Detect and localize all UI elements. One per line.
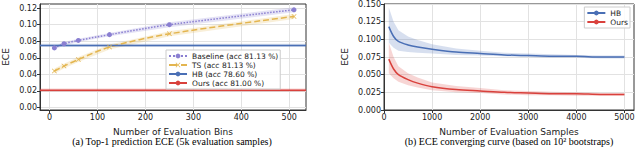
svg-text:1000: 1000 [422,113,442,122]
svg-text:0.08: 0.08 [19,37,37,46]
svg-text:ECE: ECE [1,48,11,66]
svg-text:(b) ECE converging curve (base: (b) ECE converging curve (based on 10² b… [405,136,614,148]
svg-text:Baseline (acc 81.13 %): Baseline (acc 81.13 %) [192,52,278,61]
svg-text:ECE: ECE [340,48,350,66]
svg-text:0.02: 0.02 [19,86,37,95]
svg-text:0: 0 [47,113,52,122]
svg-text:0.10: 0.10 [19,20,37,29]
svg-text:300: 300 [186,113,201,122]
svg-text:Ours (acc 81.00 %): Ours (acc 81.00 %) [192,79,264,88]
svg-text:0.06: 0.06 [19,53,37,62]
svg-text:(a) Top-1 prediction ECE (5k e: (a) Top-1 prediction ECE (5k evaluation … [72,136,272,148]
svg-text:0.075: 0.075 [358,53,381,62]
svg-text:500: 500 [282,113,297,122]
svg-text:TS (acc 81.13 %): TS (acc 81.13 %) [191,61,256,70]
svg-text:Number of Evaluation Bins: Number of Evaluation Bins [113,127,233,137]
svg-text:0.000: 0.000 [358,106,381,115]
svg-text:4000: 4000 [566,113,586,122]
svg-text:0.150: 0.150 [358,0,381,9]
svg-text:0.100: 0.100 [358,35,381,44]
svg-text:5000: 5000 [614,113,634,122]
svg-text:3000: 3000 [518,113,538,122]
svg-text:0.025: 0.025 [358,88,381,97]
svg-text:2000: 2000 [470,113,490,122]
svg-text:HB: HB [610,9,621,18]
svg-text:400: 400 [234,113,249,122]
svg-text:0: 0 [381,113,386,122]
svg-text:100: 100 [90,113,105,122]
svg-text:0.12: 0.12 [19,4,37,13]
svg-text:0.04: 0.04 [19,70,37,79]
svg-text:0.125: 0.125 [358,17,381,26]
svg-text:0.00: 0.00 [19,103,37,112]
svg-text:Ours: Ours [610,18,628,27]
svg-text:0.050: 0.050 [358,70,381,79]
svg-text:Number of Evaluation Samples: Number of Evaluation Samples [439,127,579,137]
svg-text:200: 200 [138,113,153,122]
svg-text:HB (acc 78.60 %): HB (acc 78.60 %) [192,70,257,79]
